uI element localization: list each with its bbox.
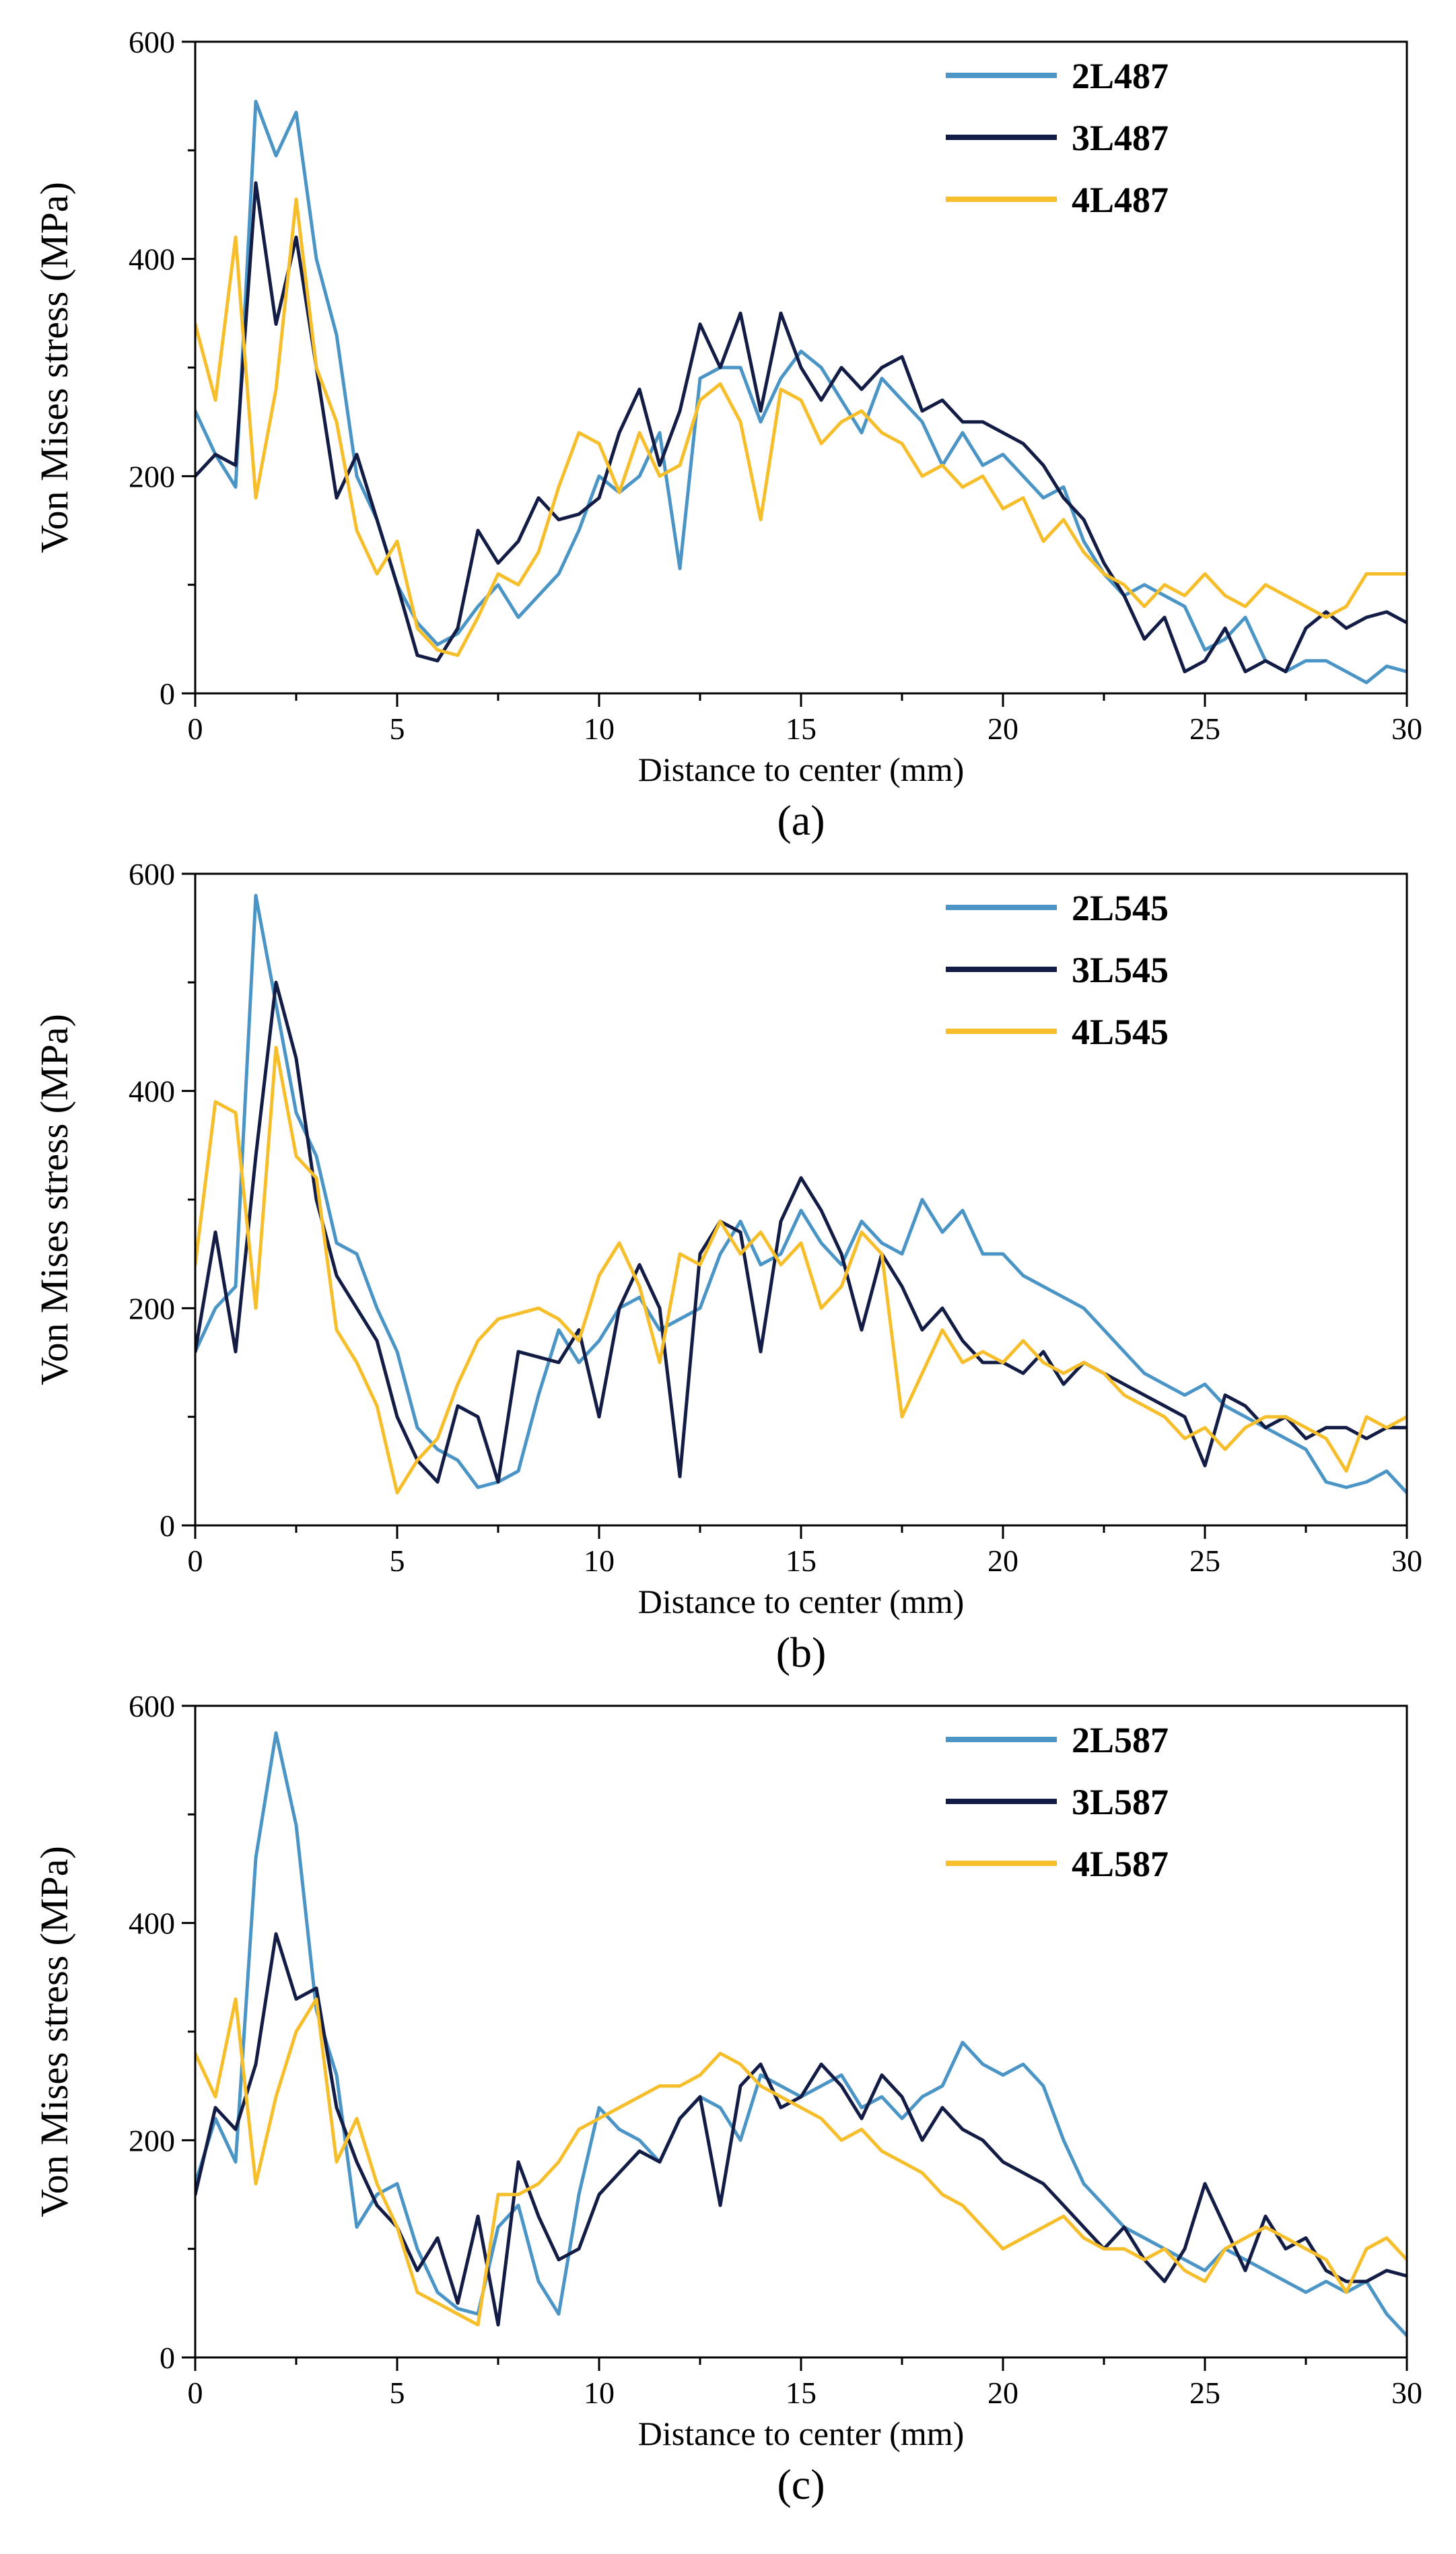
legend-label-4L587: 4L587 — [1072, 1844, 1169, 1884]
x-tick-label: 0 — [188, 1544, 203, 1578]
series-line-2L545 — [195, 893, 1407, 1495]
x-tick-label: 10 — [584, 2376, 615, 2410]
x-tick-label: 10 — [584, 1544, 615, 1578]
y-axis-title: Von Mises stress (MPa) — [32, 1014, 76, 1385]
x-tick-label: 0 — [188, 712, 203, 746]
y-tick-label: 200 — [129, 459, 175, 493]
chart-panel-a: 0 5 10 15 20 25 30 0 200 400 600 Distance to center… — [32, 25, 1422, 844]
x-tick-label: 10 — [584, 712, 615, 746]
legend-label-3L587: 3L587 — [1072, 1782, 1169, 1822]
x-tick-label: 30 — [1391, 2376, 1422, 2410]
y-tick-label: 400 — [129, 1906, 175, 1941]
panel-label: (c) — [777, 2460, 825, 2508]
series-line-3L487 — [195, 181, 1407, 674]
legend: 2L587 3L587 4L587 — [946, 1720, 1169, 1884]
series-group — [195, 1731, 1407, 2338]
legend-label-3L487: 3L487 — [1072, 118, 1169, 158]
legend-label-2L487: 2L487 — [1072, 56, 1169, 96]
panel-label: (b) — [776, 1628, 827, 1676]
y-tick-label: 0 — [160, 2341, 175, 2375]
x-tick-label: 5 — [390, 712, 405, 746]
x-axis-title: Distance to center (mm) — [638, 2415, 965, 2452]
legend: 2L545 3L545 4L545 — [946, 888, 1169, 1052]
legend-label-4L487: 4L487 — [1072, 180, 1169, 220]
x-tick-label: 20 — [987, 712, 1018, 746]
x-tick-label: 25 — [1189, 712, 1220, 746]
series-line-3L545 — [195, 980, 1407, 1484]
y-tick-label: 400 — [129, 242, 175, 277]
x-tick-label: 15 — [786, 1544, 817, 1578]
y-tick-label: 200 — [129, 2123, 175, 2158]
y-tick-label: 600 — [129, 25, 175, 59]
y-tick-label: 200 — [129, 1291, 175, 1325]
x-tick-label: 15 — [786, 2376, 817, 2410]
panel-label: (a) — [777, 796, 825, 844]
x-tick-label: 20 — [987, 1544, 1018, 1578]
x-tick-label: 20 — [987, 2376, 1018, 2410]
x-tick-label: 25 — [1189, 2376, 1220, 2410]
legend-label-2L587: 2L587 — [1072, 1720, 1169, 1760]
series-line-4L545 — [195, 1045, 1407, 1495]
legend-label-2L545: 2L545 — [1072, 888, 1169, 928]
y-tick-label: 0 — [160, 1509, 175, 1543]
legend-label-3L545: 3L545 — [1072, 950, 1169, 990]
chart-panel-c: 0 5 10 15 20 25 30 0 200 400 600 Distance to center… — [32, 1689, 1422, 2508]
y-axis-title: Von Mises stress (MPa) — [32, 1846, 76, 2217]
series-line-4L487 — [195, 197, 1407, 657]
y-tick-label: 400 — [129, 1074, 175, 1109]
series-group — [195, 100, 1407, 685]
series-group — [195, 893, 1407, 1495]
x-tick-label: 30 — [1391, 712, 1422, 746]
x-tick-label: 25 — [1189, 1544, 1220, 1578]
legend-label-4L545: 4L545 — [1072, 1012, 1169, 1052]
x-axis-title: Distance to center (mm) — [638, 1583, 965, 1620]
x-tick-label: 5 — [390, 1544, 405, 1578]
legend: 2L487 3L487 4L487 — [946, 56, 1169, 220]
chart-panel-b: 0 5 10 15 20 25 30 0 200 400 600 Distance to center… — [32, 857, 1422, 1676]
x-axis-title: Distance to center (mm) — [638, 751, 965, 788]
x-tick-label: 0 — [188, 2376, 203, 2410]
x-tick-label: 30 — [1391, 1544, 1422, 1578]
series-line-4L587 — [195, 1997, 1407, 2327]
y-axis-title: Von Mises stress (MPa) — [32, 182, 76, 553]
x-tick-label: 15 — [786, 712, 817, 746]
y-tick-label: 0 — [160, 677, 175, 711]
y-tick-label: 600 — [129, 857, 175, 891]
y-tick-label: 600 — [129, 1689, 175, 1723]
x-tick-label: 5 — [390, 2376, 405, 2410]
